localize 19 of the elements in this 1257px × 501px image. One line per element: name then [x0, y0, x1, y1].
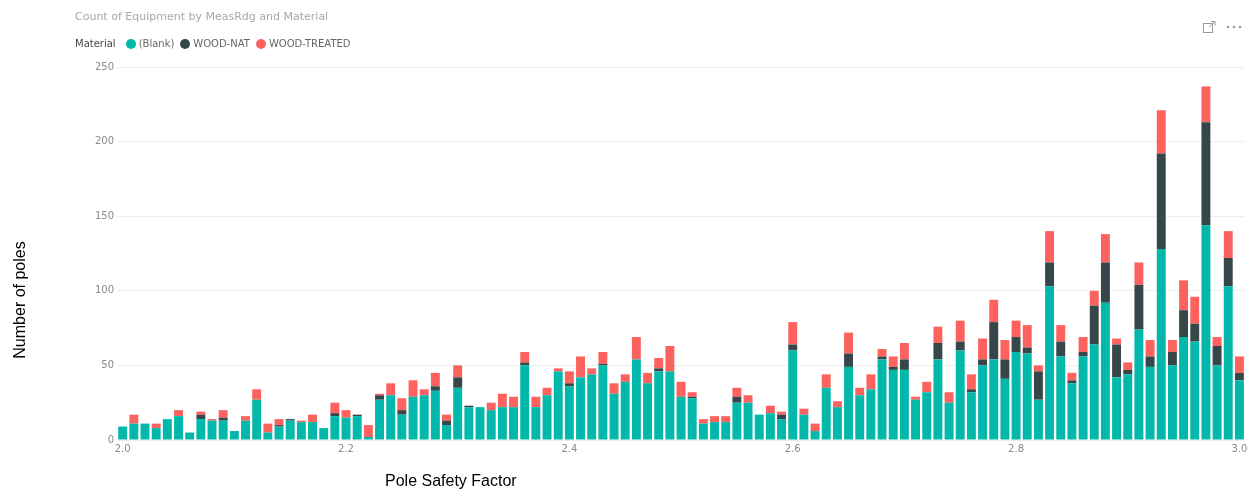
y-tick-label: 50 — [101, 358, 115, 370]
y-tick-label: 250 — [94, 60, 115, 72]
x-tick-label: 2.0 — [114, 442, 131, 454]
legend-label: WOOD-TREATED — [268, 38, 351, 49]
x-tick-label: 2.2 — [338, 442, 354, 454]
legend-label: (Blank) — [138, 38, 175, 49]
y-tick-label: 150 — [94, 209, 115, 221]
x-tick-label: 2.4 — [561, 442, 578, 454]
y-tick-label: 0 — [107, 433, 115, 445]
x-axis-title: Pole Safety Factor — [385, 472, 517, 490]
legend-title: Material — [75, 38, 116, 49]
x-tick-label: 2.6 — [784, 442, 801, 454]
legend-label: WOOD-NAT — [193, 38, 250, 49]
x-tick-label: 3.0 — [1231, 442, 1248, 454]
x-tick-label: 2.8 — [1008, 442, 1025, 454]
y-tick-label: 100 — [94, 284, 115, 296]
y-tick-label: 200 — [94, 135, 115, 147]
chart-title: Count of Equipment by MeasRdg and Material — [75, 10, 329, 23]
y-axis-title: Number of poles — [11, 241, 29, 359]
